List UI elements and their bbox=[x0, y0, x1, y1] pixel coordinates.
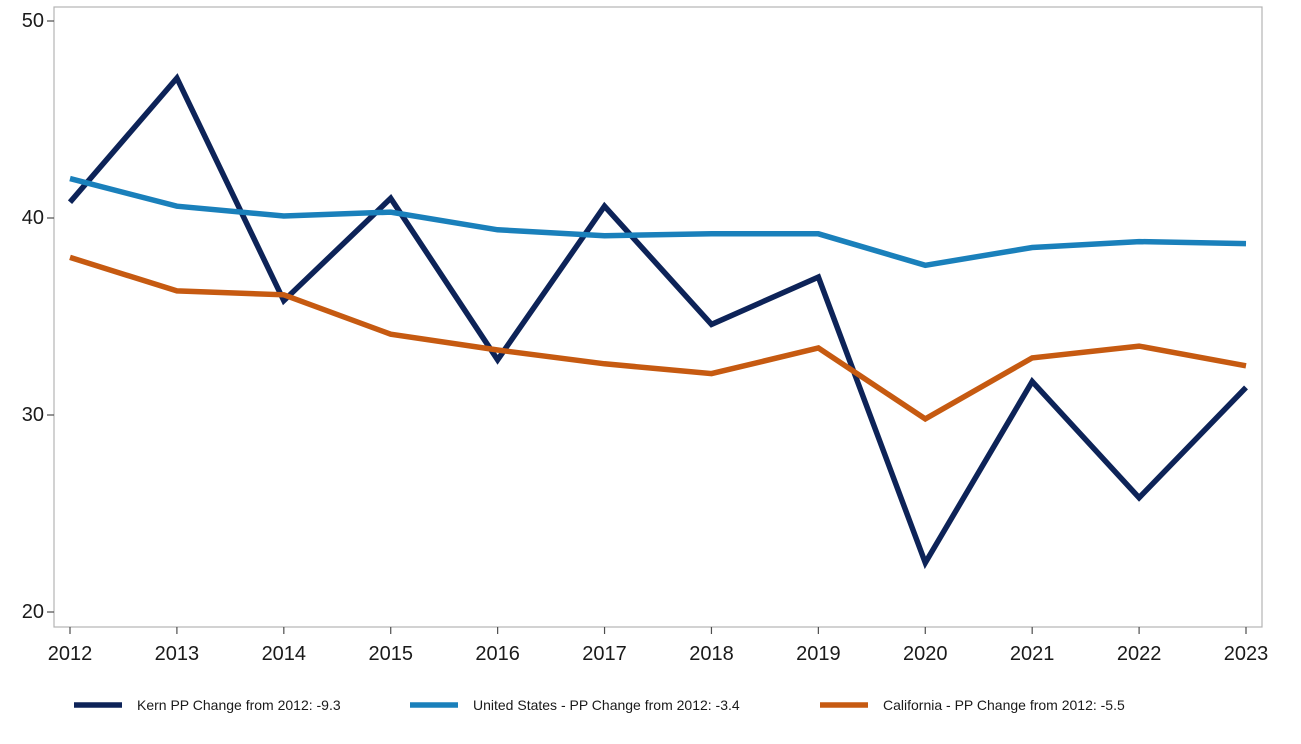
x-tick-label-2013: 2013 bbox=[155, 643, 200, 665]
y-tick-label-30: 30 bbox=[22, 404, 44, 426]
x-tick-label-2014: 2014 bbox=[262, 643, 307, 665]
series-group bbox=[67, 73, 1248, 570]
x-axis: 2012 2013 2014 2015 2016 2017 2018 2019 2020 2021… bbox=[48, 627, 1269, 665]
series-line-kern bbox=[67, 73, 1248, 570]
x-tick-label-2016: 2016 bbox=[475, 643, 520, 665]
series-line-united bbox=[69, 175, 1247, 269]
plot-frame bbox=[53, 6, 1263, 628]
x-tick-label-2021: 2021 bbox=[1010, 643, 1055, 665]
legend-label-united: United States - PP Change from 2012: -3.… bbox=[473, 697, 740, 713]
legend-label-kern: Kern PP Change from 2012: -9.3 bbox=[137, 697, 341, 713]
y-tick-label-50: 50 bbox=[22, 10, 44, 32]
x-tick-label-2023: 2023 bbox=[1224, 643, 1269, 665]
y-tick-label-20: 20 bbox=[22, 601, 44, 623]
x-tick-label-2022: 2022 bbox=[1117, 643, 1162, 665]
y-axis: 20 30 40 50 bbox=[22, 10, 54, 623]
x-tick-label-2012: 2012 bbox=[48, 643, 93, 665]
x-tick-label-2015: 2015 bbox=[368, 643, 413, 665]
series-line-california bbox=[69, 254, 1247, 423]
x-tick-label-2019: 2019 bbox=[796, 643, 841, 665]
y-tick-label-40: 40 bbox=[22, 207, 44, 229]
legend-label-california: California - PP Change from 2012: -5.5 bbox=[883, 697, 1125, 713]
x-tick-label-2017: 2017 bbox=[582, 643, 627, 665]
x-tick-label-2018: 2018 bbox=[689, 643, 734, 665]
x-tick-label-2020: 2020 bbox=[903, 643, 948, 665]
legend: Kern PP Change from 2012: -9.3 United Sta… bbox=[74, 697, 1125, 713]
